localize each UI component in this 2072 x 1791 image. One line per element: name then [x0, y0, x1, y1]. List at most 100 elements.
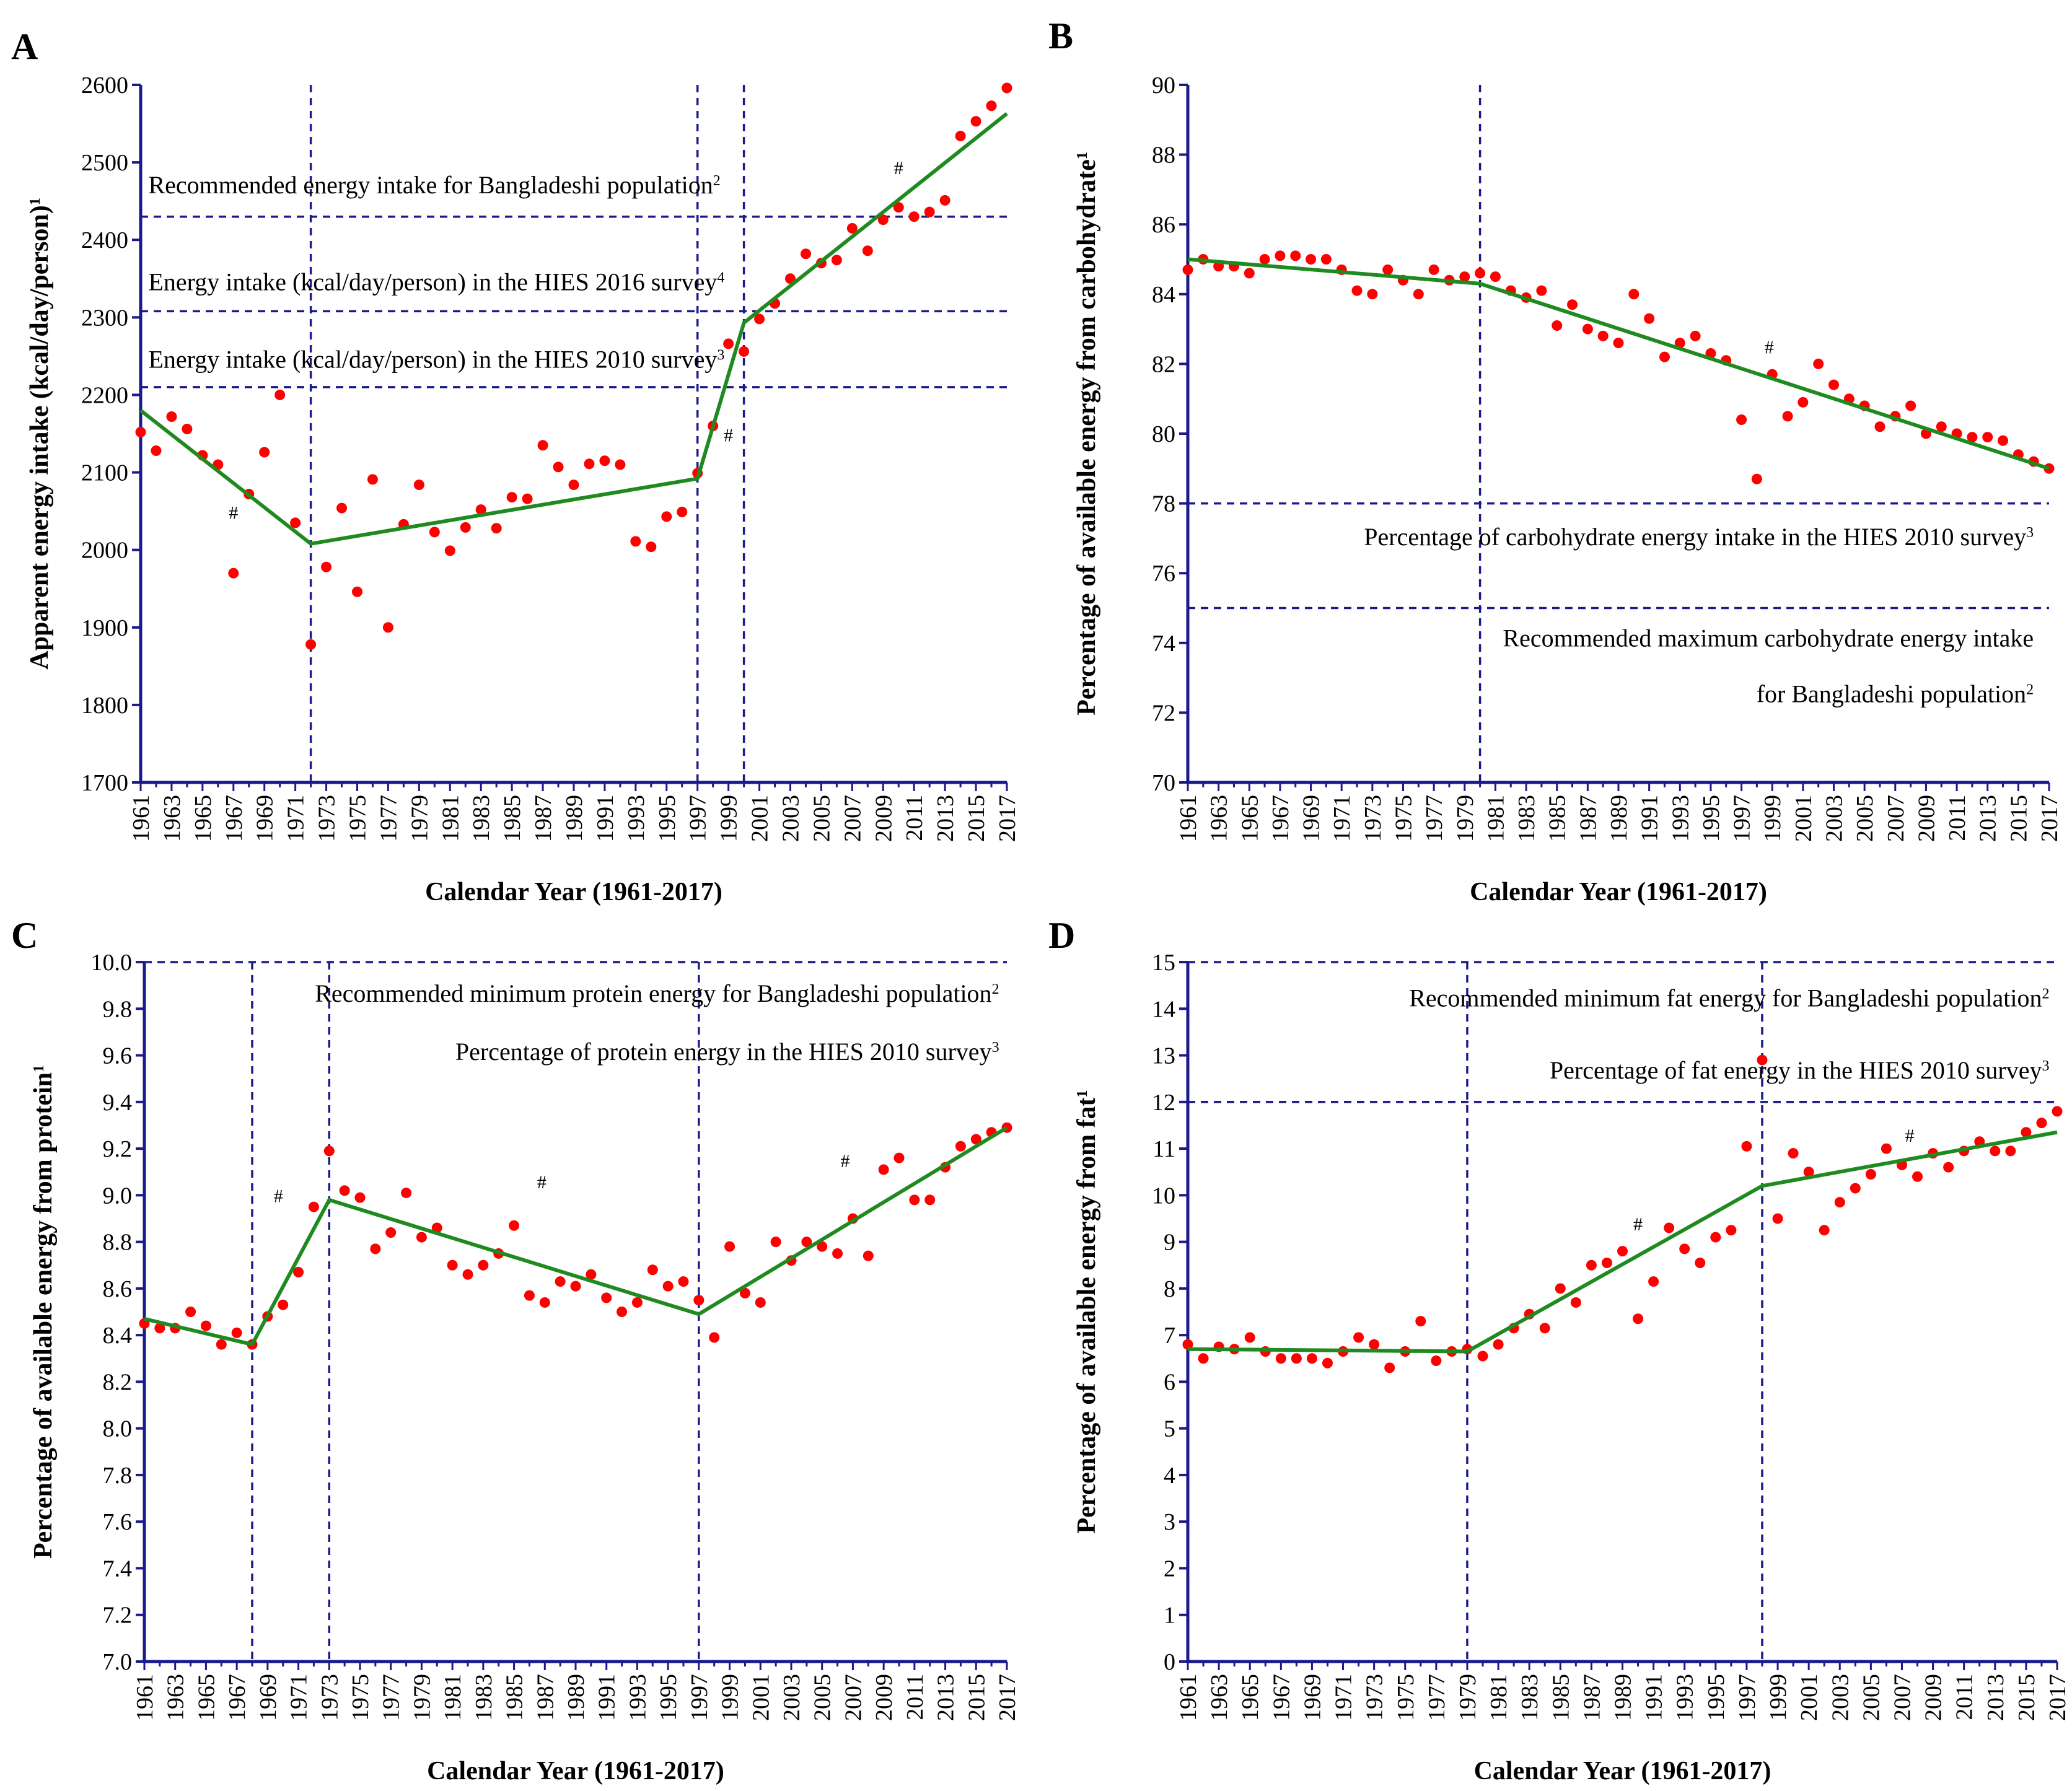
x-tick-label: 1969	[1299, 795, 1325, 842]
data-point	[646, 541, 657, 553]
x-tick-label: 1985	[499, 795, 525, 842]
x-tick-label: 2001	[1796, 1674, 1822, 1721]
x-tick-label: 1973	[1362, 1674, 1388, 1721]
data-point	[1865, 1168, 1876, 1180]
x-tick-label: 1997	[685, 795, 711, 842]
data-point	[630, 536, 641, 547]
x-tick-label: 1967	[1268, 1674, 1294, 1721]
data-point	[1644, 313, 1655, 324]
data-point	[709, 1332, 720, 1343]
data-point	[877, 214, 889, 226]
x-tick-label: 1971	[1329, 795, 1355, 842]
data-point	[1798, 396, 1809, 408]
data-point	[1695, 1257, 1706, 1268]
data-point	[1617, 1246, 1628, 1257]
data-point	[2052, 1106, 2063, 1117]
data-point	[1353, 1332, 1364, 1343]
x-tick-label: 1963	[163, 1674, 189, 1721]
panel-a: A 1700 1800 1900 2000 2100 2200 2300 2400 2500 260…	[11, 26, 1021, 906]
data-point	[1710, 1232, 1721, 1243]
data-point	[293, 1267, 304, 1278]
x-tick-label: 1977	[1424, 1674, 1450, 1721]
y-tick-label: 82	[1152, 351, 1175, 377]
x-tick-label: 2015	[2014, 1674, 2040, 1721]
x-tick-label: 1979	[1452, 795, 1478, 842]
data-point	[1182, 264, 1193, 275]
y-tick-label: 2300	[81, 305, 128, 331]
data-point	[522, 493, 533, 504]
data-point	[1367, 289, 1378, 300]
data-point	[1659, 351, 1670, 362]
data-point	[1736, 414, 1747, 425]
data-point	[739, 346, 750, 357]
x-tick-label: 1985	[1545, 795, 1571, 842]
x-tick-label: 1991	[1641, 1674, 1667, 1721]
x-axis-label: Calendar Year (1961-2017)	[1474, 1757, 1771, 1785]
x-tick-label: 1971	[286, 1674, 312, 1721]
data-point	[135, 426, 146, 437]
x-tick-label: 2017	[2045, 1674, 2071, 1721]
x-tick-label: 1997	[687, 1674, 713, 1721]
y-tick-label: 9.6	[103, 1043, 133, 1069]
data-point	[290, 517, 301, 528]
data-point	[1567, 299, 1578, 310]
y-tick-label: 10.0	[91, 950, 133, 976]
data-point	[1431, 1355, 1442, 1367]
x-tick-label: 1989	[561, 795, 587, 842]
x-tick-label: 1961	[132, 1674, 158, 1721]
data-point	[770, 1237, 781, 1248]
data-point	[537, 440, 548, 451]
significance-hash-marker: #	[1765, 338, 1774, 358]
data-point	[970, 1134, 981, 1145]
x-tick-label: 1967	[1268, 795, 1294, 842]
x-tick-label: 1991	[594, 1674, 620, 1721]
x-tick-label: 1981	[440, 1674, 466, 1721]
reference-annotation: Recommended minimum protein energy for B…	[315, 979, 999, 1007]
data-point	[1351, 285, 1363, 296]
significance-hash-marker: #	[841, 1151, 850, 1171]
data-point	[661, 511, 672, 522]
x-tick-label: 2007	[840, 795, 866, 842]
y-tick-label: 1	[1164, 1603, 1175, 1629]
x-tick-label: 1979	[1455, 1674, 1481, 1721]
data-point	[1369, 1339, 1380, 1350]
data-point	[1490, 271, 1501, 282]
data-point	[352, 586, 362, 597]
y-tick-label: 0	[1164, 1649, 1175, 1675]
x-tick-label: 1973	[314, 795, 340, 842]
significance-hash-marker: #	[1905, 1126, 1914, 1146]
x-tick-label: 2013	[933, 795, 959, 842]
data-point	[1943, 1162, 1954, 1173]
x-tick-label: 1965	[1237, 795, 1263, 842]
x-axis-label: Calendar Year (1961-2017)	[427, 1757, 724, 1785]
x-tick-label: 2011	[902, 1674, 928, 1720]
data-point	[631, 1297, 643, 1308]
data-point	[617, 1307, 628, 1317]
significance-hash-marker: #	[1633, 1214, 1643, 1235]
x-tick-label: 1999	[718, 1674, 744, 1721]
y-tick-label: 90	[1152, 72, 1175, 99]
data-point	[228, 567, 239, 579]
data-point	[1244, 1332, 1255, 1343]
data-point	[1570, 1297, 1581, 1308]
y-tick-label: 2500	[81, 150, 128, 176]
data-point	[1493, 1339, 1504, 1350]
reference-annotation: Percentage of protein energy in the HIES…	[455, 1038, 999, 1066]
data-point	[259, 447, 270, 458]
x-tick-label: 1987	[1579, 1674, 1605, 1721]
x-tick-label: 2001	[748, 1674, 774, 1721]
data-point	[354, 1192, 366, 1203]
x-tick-label: 1975	[1393, 1674, 1419, 1721]
data-point	[200, 1320, 211, 1331]
x-tick-label: 1997	[1729, 795, 1755, 842]
data-point	[1998, 435, 2009, 446]
x-tick-label: 2003	[778, 795, 804, 842]
data-point	[460, 522, 471, 533]
data-point	[1182, 1339, 1193, 1350]
data-point	[1275, 250, 1286, 261]
data-point	[1788, 1148, 1799, 1159]
reference-annotation: Percentage of fat energy in the HIES 201…	[1550, 1056, 2050, 1084]
